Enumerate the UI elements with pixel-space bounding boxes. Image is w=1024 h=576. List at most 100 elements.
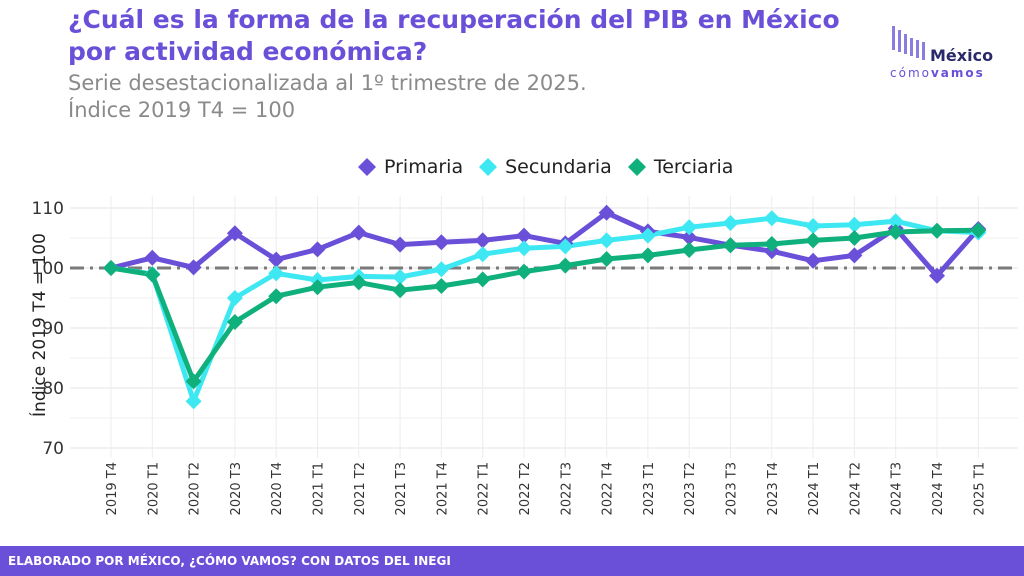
logo-tagline-b: vamos xyxy=(930,66,985,80)
point-secundaria xyxy=(433,261,450,278)
point-secundaria xyxy=(763,210,780,227)
point-primaria xyxy=(474,232,491,249)
point-secundaria xyxy=(887,213,904,230)
y-tick-label: 110 xyxy=(32,199,64,219)
point-terciaria xyxy=(144,266,161,283)
subtitle-line-2: Índice 2019 T4 = 100 xyxy=(68,98,296,122)
y-tick-label: 90 xyxy=(42,319,64,339)
point-secundaria xyxy=(598,232,615,249)
footer-credit: ELABORADO POR MÉXICO, ¿CÓMO VAMOS? CON D… xyxy=(0,546,1024,576)
point-terciaria xyxy=(681,242,698,258)
point-secundaria xyxy=(226,290,243,306)
point-terciaria xyxy=(226,314,243,330)
x-tick-label: 2020 T4 xyxy=(270,462,285,515)
legend-item-primaria: Primaria xyxy=(356,156,463,178)
line-chart: 70 80 90 100 110 2019 T4 2020 T1 2020 T2 2020 T3… xyxy=(32,196,1018,515)
legend-label-terciaria: Terciaria xyxy=(653,156,734,178)
point-primaria xyxy=(516,227,532,244)
x-tick-label: 2023 T1 xyxy=(642,462,657,515)
point-terciaria xyxy=(887,224,904,240)
point-terciaria xyxy=(763,236,780,252)
x-tick-label: 2023 T2 xyxy=(683,462,698,515)
x-tick-label: 2022 T2 xyxy=(518,462,533,515)
point-secundaria xyxy=(681,219,698,236)
point-secundaria xyxy=(805,218,822,234)
point-terciaria xyxy=(185,373,202,390)
legend-label-primaria: Primaria xyxy=(384,156,464,178)
point-primaria xyxy=(185,259,202,276)
x-tick-label: 2023 T3 xyxy=(725,462,740,515)
x-tick-label: 2022 T1 xyxy=(477,462,492,515)
x-tick-label: 2021 T2 xyxy=(353,462,368,515)
x-tick-label: 2024 T3 xyxy=(890,462,905,515)
x-tick-label: 2021 T1 xyxy=(312,462,327,515)
point-primaria xyxy=(226,225,243,242)
y-tick-label: 70 xyxy=(42,439,64,459)
x-tick-label: 2024 T1 xyxy=(807,462,822,515)
point-terciaria xyxy=(433,278,450,294)
legend-item-secundaria: Secundaria xyxy=(477,156,612,178)
chart-legend: Primaria Secundaria Terciaria xyxy=(356,156,741,178)
series-line-terciaria xyxy=(110,227,979,384)
point-primaria xyxy=(846,247,863,264)
point-terciaria xyxy=(598,251,615,267)
logo-name: México xyxy=(930,46,994,65)
legend-item-terciaria: Terciaria xyxy=(626,156,734,178)
x-tick-label: 2021 T3 xyxy=(394,462,409,515)
x-tick-label: 2024 T2 xyxy=(848,462,863,515)
point-primaria xyxy=(350,224,367,241)
logo-tagline: cómovamos xyxy=(890,66,985,80)
x-tick-label: 2020 T2 xyxy=(188,462,203,515)
point-secundaria xyxy=(639,227,656,244)
point-secundaria xyxy=(722,215,739,231)
point-secundaria xyxy=(557,238,574,255)
diamond-icon xyxy=(479,158,498,176)
point-terciaria xyxy=(722,237,739,254)
x-tick-label: 2021 T4 xyxy=(435,462,450,515)
point-primaria xyxy=(681,229,698,246)
point-primaria xyxy=(144,249,161,266)
x-tick-label: 2023 T4 xyxy=(766,462,781,515)
point-terciaria xyxy=(929,222,945,239)
point-secundaria xyxy=(392,269,409,285)
point-secundaria xyxy=(185,393,202,410)
chart-title: ¿Cuál es la forma de la recuperación del… xyxy=(68,5,840,66)
point-primaria xyxy=(268,251,285,268)
point-terciaria xyxy=(805,232,822,249)
x-tick-label: 2020 T3 xyxy=(229,462,244,515)
diamond-icon xyxy=(627,158,646,176)
point-terciaria xyxy=(268,288,285,305)
x-tick-label: 2019 T4 xyxy=(105,462,120,515)
point-terciaria xyxy=(516,263,532,280)
x-tick-label: 2022 T3 xyxy=(559,462,574,515)
point-primaria xyxy=(433,234,450,251)
series-line-primaria xyxy=(110,210,981,279)
chart-subtitle: Serie desestacionalizada al 1º trimestre… xyxy=(68,70,587,124)
point-primaria xyxy=(309,241,326,258)
point-primaria xyxy=(929,267,945,284)
y-tick-label: 80 xyxy=(42,379,64,399)
point-primaria xyxy=(805,252,822,269)
logo-bars-icon xyxy=(892,26,925,60)
subtitle-line-1: Serie desestacionalizada al 1º trimestre… xyxy=(68,71,587,95)
x-tick-label: 2025 T1 xyxy=(972,462,987,515)
point-terciaria xyxy=(970,222,987,239)
point-terciaria xyxy=(309,279,326,296)
series-line-secundaria xyxy=(110,215,979,404)
point-terciaria xyxy=(350,274,367,291)
logo-tagline-a: cómo xyxy=(890,66,931,80)
point-terciaria xyxy=(639,247,656,264)
point-terciaria xyxy=(557,257,574,274)
point-primaria xyxy=(598,204,615,221)
point-primaria xyxy=(392,236,409,253)
point-secundaria xyxy=(474,246,491,263)
x-tick-label: 2024 T4 xyxy=(931,462,946,515)
point-secundaria xyxy=(516,240,532,257)
y-tick-label: 100 xyxy=(32,259,64,279)
legend-label-secundaria: Secundaria xyxy=(505,156,612,178)
diamond-icon xyxy=(358,158,376,176)
point-terciaria xyxy=(846,230,863,246)
point-terciaria xyxy=(474,271,491,288)
point-secundaria xyxy=(846,216,863,233)
point-terciaria xyxy=(392,282,409,299)
